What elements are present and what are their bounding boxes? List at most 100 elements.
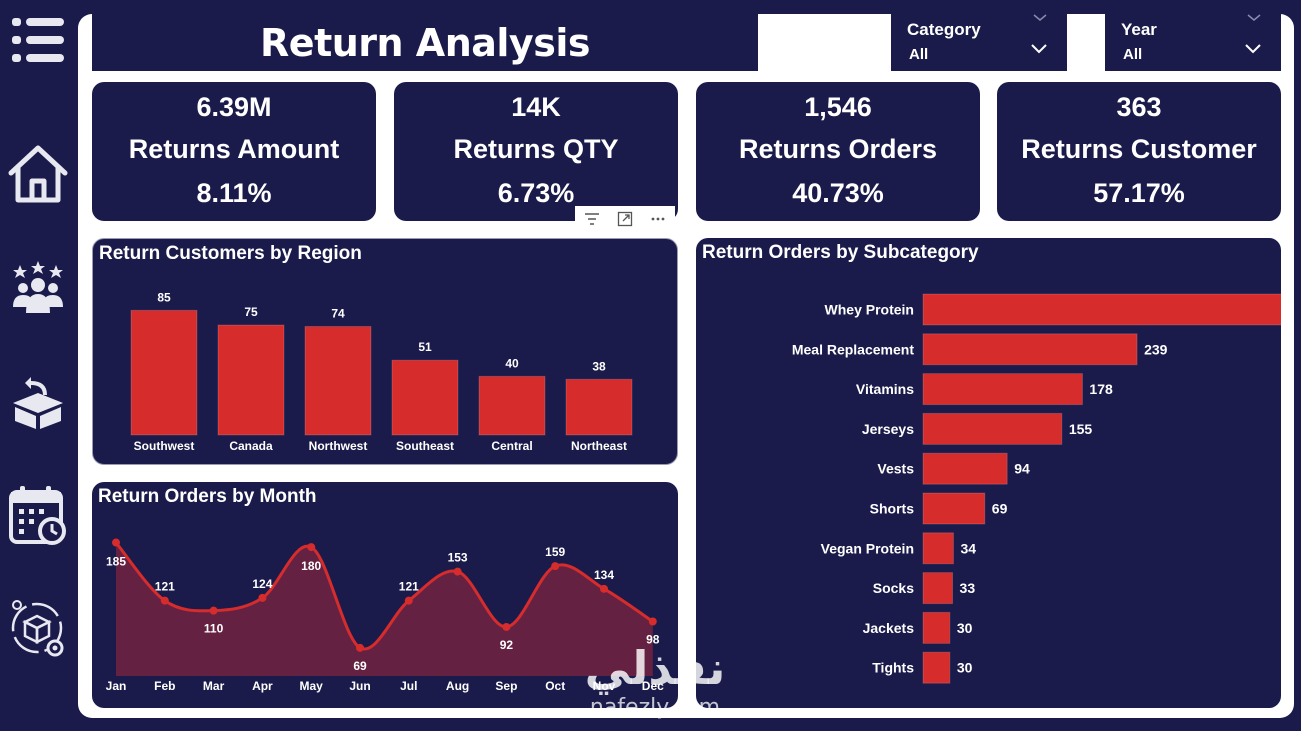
data-label: 92 <box>500 638 514 652</box>
tick-label: Southeast <box>396 439 454 453</box>
calendar-clock-icon[interactable] <box>6 483 70 547</box>
region-bar-chart: 85 Southwest 75 Canada 74 Northwest 51 Southeas… <box>130 290 633 453</box>
data-label: 159 <box>545 545 565 559</box>
tick-label: Northwest <box>309 439 368 453</box>
data-point <box>112 538 120 547</box>
kpi-percent: 8.11% <box>196 178 272 208</box>
area-fill <box>116 542 653 676</box>
chart-title: Return Orders by Subcategory <box>702 242 979 263</box>
bar <box>391 359 459 436</box>
bar <box>217 324 285 436</box>
kpi-percent: 6.73% <box>497 178 575 208</box>
data-label: 134 <box>594 568 614 582</box>
data-label: 30 <box>957 620 973 636</box>
customers-icon[interactable] <box>6 255 70 319</box>
region-chart-panel[interactable]: Return Customers by Region 85 Southwest 75… <box>92 238 678 465</box>
kpi-label: Returns Customer <box>1021 134 1257 164</box>
page-title: Return Analysis <box>260 20 590 65</box>
data-label: 51 <box>418 340 432 354</box>
kpi-card-returns-customer[interactable]: 363 Returns Customer 57.17% <box>997 82 1281 221</box>
home-icon[interactable] <box>6 142 70 206</box>
more-options-icon[interactable] <box>647 209 669 229</box>
tick-label: Vegan Protein <box>821 540 914 556</box>
kpi-value: 363 <box>1116 92 1162 122</box>
data-label: 69 <box>353 659 367 673</box>
data-point <box>551 562 560 571</box>
data-point <box>160 596 169 605</box>
tick-label: Jan <box>106 679 127 693</box>
kpi-value: 6.39M <box>196 92 272 122</box>
title-bar: Return Analysis <box>92 14 758 71</box>
year-slicer-value[interactable]: All <box>1123 46 1143 63</box>
chevron-down-icon[interactable] <box>1031 44 1047 54</box>
data-point <box>258 593 267 602</box>
tick-label: Vests <box>877 461 914 477</box>
data-point <box>307 543 316 552</box>
watermark-arabic: نفذلي <box>584 641 726 695</box>
bar <box>922 293 1281 326</box>
data-point <box>209 606 218 615</box>
data-label: 178 <box>1089 381 1113 397</box>
watermark-latin: nafezly.com <box>589 695 721 720</box>
bar <box>304 325 372 436</box>
tick-label: Vitamins <box>856 381 914 397</box>
category-slicer[interactable]: Category All <box>891 14 1067 71</box>
month-chart-panel[interactable]: Return Orders by Month 185 Jan 121 Feb 110 Ma… <box>92 482 678 708</box>
bar <box>922 333 1138 366</box>
filter-icon[interactable] <box>581 209 603 229</box>
tick-label: Sep <box>495 679 517 693</box>
visual-header-toolbar <box>575 206 675 232</box>
data-label: 94 <box>1014 461 1030 477</box>
data-label: 69 <box>992 501 1008 517</box>
bar <box>922 572 954 605</box>
menu-icon[interactable] <box>6 8 70 72</box>
tick-label: Dec <box>642 679 664 693</box>
bar <box>922 452 1008 485</box>
data-label: 185 <box>106 555 126 569</box>
returns-box-icon[interactable] <box>6 370 70 434</box>
bar <box>922 492 986 525</box>
focus-mode-icon[interactable] <box>614 209 636 229</box>
data-label: 155 <box>1069 421 1093 437</box>
data-label: 34 <box>960 540 976 556</box>
data-label: 110 <box>204 622 224 636</box>
tick-label: Tights <box>872 660 914 676</box>
tick-label: Oct <box>545 679 565 693</box>
sidebar <box>0 0 76 731</box>
category-slicer-value[interactable]: All <box>909 46 929 63</box>
year-slicer[interactable]: Year All <box>1105 14 1281 71</box>
watermark: نفذلي nafezly.com <box>570 640 740 730</box>
data-label: 121 <box>399 580 419 594</box>
data-point <box>648 617 657 626</box>
bar <box>922 611 951 644</box>
month-area-chart: 185 Jan 121 Feb 110 Mar 124 Apr 180 May 69 Jun 121 Ju… <box>106 538 664 693</box>
tick-label: Northeast <box>571 439 627 453</box>
data-label: 124 <box>252 577 272 591</box>
data-label: 153 <box>448 551 468 565</box>
subcategory-chart-panel[interactable]: Return Orders by Subcategory Whey Protei… <box>696 238 1281 708</box>
kpi-label: Returns Amount <box>128 134 340 164</box>
data-label: 180 <box>301 559 321 573</box>
data-label: 30 <box>957 660 973 676</box>
kpi-card-returns-orders[interactable]: 1,546 Returns Orders 40.73% <box>696 82 980 221</box>
tick-label: Shorts <box>870 501 915 517</box>
data-point <box>404 596 413 605</box>
tick-label: Jun <box>349 679 370 693</box>
kpi-card-returns-qty[interactable]: 14K Returns QTY 6.73% <box>394 82 678 221</box>
tick-label: Whey Protein <box>825 302 914 318</box>
kpi-value: 1,546 <box>804 92 872 122</box>
product-settings-icon[interactable] <box>6 596 70 660</box>
chevron-down-icon[interactable] <box>1247 14 1261 22</box>
data-point <box>502 622 511 631</box>
kpi-value: 14K <box>511 92 561 122</box>
tick-label: May <box>300 679 324 693</box>
bar <box>478 375 546 436</box>
data-point <box>356 643 364 652</box>
data-label: 98 <box>646 633 660 647</box>
bar <box>922 532 954 565</box>
kpi-card-returns-amount[interactable]: 6.39M Returns Amount 8.11% <box>92 82 376 221</box>
chevron-down-icon[interactable] <box>1245 44 1261 54</box>
chevron-down-icon[interactable] <box>1033 14 1047 22</box>
data-label: 75 <box>244 305 258 319</box>
bar <box>922 373 1083 406</box>
